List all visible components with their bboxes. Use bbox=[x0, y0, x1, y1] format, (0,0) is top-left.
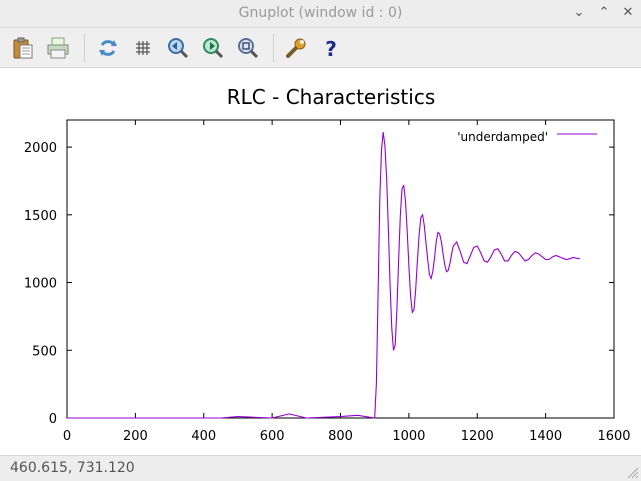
grid-icon[interactable] bbox=[131, 36, 155, 60]
cursor-coordinates: 460.615, 731.120 bbox=[10, 460, 135, 476]
window-title: Gnuplot (window id : 0) bbox=[238, 5, 403, 21]
help-icon[interactable]: ? bbox=[319, 36, 343, 61]
x-tick-label: 400 bbox=[191, 429, 216, 444]
help-glyph: ? bbox=[325, 37, 337, 60]
y-tick-label: 1000 bbox=[24, 277, 57, 292]
toolbar: ? bbox=[0, 28, 641, 68]
series-underdamped-line bbox=[67, 132, 580, 419]
status-bar: 460.615, 731.120 bbox=[0, 455, 641, 481]
chart-title: RLC - Characteristics bbox=[227, 85, 435, 109]
y-tick-label: 0 bbox=[49, 412, 57, 427]
y-tick-label: 1500 bbox=[24, 209, 57, 224]
autoscale-icon[interactable] bbox=[236, 36, 260, 60]
y-axis: 0 500 1000 1500 2000 bbox=[24, 141, 614, 427]
rlc-chart: RLC - Characteristics 0 200 400 600 800 1000 1… bbox=[24, 85, 631, 444]
maximize-button[interactable]: ⌃ bbox=[598, 5, 610, 20]
y-tick-label: 2000 bbox=[24, 141, 57, 156]
close-button[interactable]: ✕ bbox=[622, 5, 634, 20]
x-tick-label: 1600 bbox=[597, 429, 630, 444]
legend: 'underdamped' bbox=[457, 130, 597, 144]
plot-frame bbox=[66, 119, 615, 419]
y-tick-label: 500 bbox=[32, 344, 57, 359]
copy-clipboard-icon[interactable] bbox=[11, 36, 35, 60]
zoom-next-icon[interactable] bbox=[201, 36, 225, 60]
settings-icon[interactable] bbox=[284, 36, 308, 60]
x-tick-label: 200 bbox=[123, 429, 148, 444]
window-titlebar[interactable]: Gnuplot (window id : 0) ⌄ ⌃ ✕ bbox=[0, 0, 641, 28]
minimize-button[interactable]: ⌄ bbox=[573, 5, 585, 20]
x-tick-label: 800 bbox=[328, 429, 353, 444]
x-tick-label: 1000 bbox=[392, 429, 425, 444]
x-tick-label: 1200 bbox=[461, 429, 494, 444]
x-axis: 0 200 400 600 800 1000 1200 1400 1600 bbox=[63, 120, 631, 444]
toolbar-separator bbox=[84, 34, 85, 62]
zoom-previous-icon[interactable] bbox=[166, 36, 190, 60]
toolbar-separator bbox=[273, 34, 274, 62]
print-icon[interactable] bbox=[46, 36, 70, 60]
replot-icon[interactable] bbox=[96, 36, 120, 60]
x-tick-label: 600 bbox=[260, 429, 285, 444]
x-tick-label: 1400 bbox=[529, 429, 562, 444]
legend-label: 'underdamped' bbox=[457, 130, 548, 144]
plot-canvas[interactable]: RLC - Characteristics 0 200 400 600 800 1000 1… bbox=[0, 68, 641, 455]
resize-grip-icon[interactable] bbox=[625, 465, 639, 479]
x-tick-label: 0 bbox=[63, 429, 71, 444]
